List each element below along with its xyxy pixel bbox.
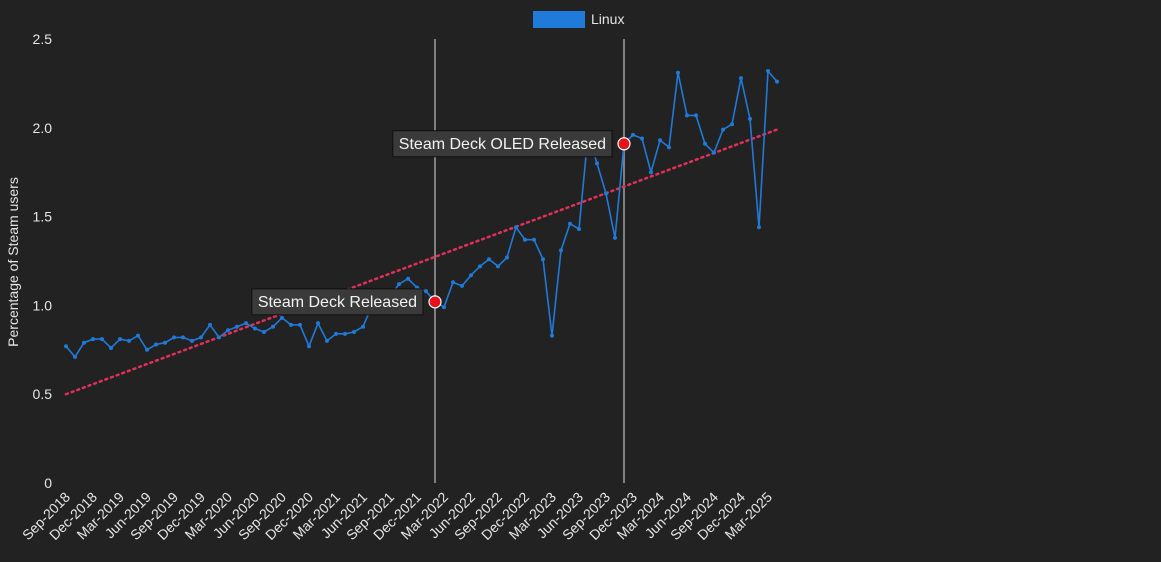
data-point: [541, 257, 545, 262]
x-tick-labels: Sep-2018Dec-2018Mar-2019Jun-2019Sep-2019…: [19, 489, 775, 543]
data-point: [739, 76, 743, 81]
data-point: [181, 335, 185, 340]
data-point: [307, 344, 311, 349]
annotation-label: Steam Deck Released: [258, 294, 417, 311]
data-point: [91, 337, 95, 342]
data-point: [748, 116, 752, 121]
data-point: [505, 255, 509, 260]
legend-swatch-linux: [533, 11, 585, 28]
data-point: [442, 305, 446, 310]
data-point: [487, 257, 491, 262]
y-tick-labels: 0 0.5 1.0 1.5 2.0 2.5: [33, 31, 53, 491]
data-point: [424, 289, 428, 294]
data-point: [496, 264, 500, 269]
data-point: [325, 338, 329, 343]
data-point: [208, 322, 212, 327]
data-point: [289, 322, 293, 327]
data-point: [226, 328, 230, 333]
data-point: [631, 132, 635, 137]
data-point: [145, 347, 149, 352]
data-point: [604, 191, 608, 196]
data-point: [361, 324, 365, 329]
event-lines: [434, 39, 625, 483]
annotation-marker: [428, 295, 442, 309]
data-point: [127, 338, 131, 343]
data-point: [559, 248, 563, 253]
data-point: [406, 276, 410, 281]
data-point: [136, 333, 140, 338]
data-point: [334, 331, 338, 336]
data-point: [712, 150, 716, 155]
data-point: [64, 344, 68, 349]
data-point: [271, 324, 275, 329]
annotation-box: [251, 288, 424, 316]
y-tick-label: 1.0: [33, 297, 53, 313]
data-point: [109, 346, 113, 351]
y-tick-label: 2.0: [33, 120, 53, 136]
data-point: [730, 122, 734, 127]
data-point: [595, 161, 599, 166]
data-point: [118, 337, 122, 342]
data-point: [244, 321, 248, 326]
data-point: [298, 322, 302, 327]
y-axis-title: Percentage of Steam users: [5, 177, 21, 347]
trendline: [64, 128, 779, 396]
data-point: [775, 79, 779, 84]
data-point: [352, 330, 356, 335]
legend[interactable]: Linux: [533, 11, 624, 28]
data-point: [766, 68, 770, 73]
annotation-label: Steam Deck OLED Released: [399, 136, 606, 153]
data-point: [685, 113, 689, 118]
y-tick-label: 1.5: [33, 209, 53, 225]
data-point: [469, 273, 473, 278]
data-point: [523, 237, 527, 242]
data-point: [190, 338, 194, 343]
data-point: [640, 136, 644, 141]
trendline-group: [64, 128, 779, 396]
data-point: [676, 70, 680, 75]
data-point: [721, 127, 725, 132]
data-point: [172, 335, 176, 340]
annotation: Steam Deck Released: [251, 288, 442, 316]
data-point: [757, 225, 761, 230]
data-point: [100, 337, 104, 342]
data-point: [343, 331, 347, 336]
data-point: [694, 113, 698, 118]
data-point: [649, 170, 653, 175]
annotation-marker: [617, 137, 631, 151]
data-point: [235, 324, 239, 329]
data-point: [703, 141, 707, 146]
data-point: [478, 264, 482, 269]
data-point: [163, 340, 167, 345]
data-point: [568, 221, 572, 226]
data-point: [199, 335, 203, 340]
data-point: [577, 227, 581, 232]
data-point: [532, 237, 536, 242]
y-tick-label: 2.5: [33, 31, 53, 47]
data-point: [316, 321, 320, 326]
data-point: [253, 326, 257, 331]
data-point: [451, 280, 455, 285]
data-point: [550, 333, 554, 338]
data-point: [613, 235, 617, 240]
annotation: Steam Deck OLED Released: [392, 130, 631, 158]
data-point: [73, 354, 77, 359]
data-point: [667, 145, 671, 150]
data-point: [82, 340, 86, 345]
data-point: [217, 335, 221, 340]
annotations: Steam Deck Released Steam Deck OLED Relea…: [251, 130, 631, 316]
legend-label-linux: Linux: [591, 11, 624, 27]
data-point: [154, 342, 158, 347]
data-point: [262, 330, 266, 335]
data-point: [280, 315, 284, 320]
y-tick-label: 0.5: [33, 386, 53, 402]
data-point: [658, 138, 662, 143]
annotation-box: [392, 130, 613, 158]
data-point: [514, 225, 518, 230]
y-tick-label: 0: [44, 475, 52, 491]
data-point: [460, 283, 464, 288]
data-point: [397, 282, 401, 287]
